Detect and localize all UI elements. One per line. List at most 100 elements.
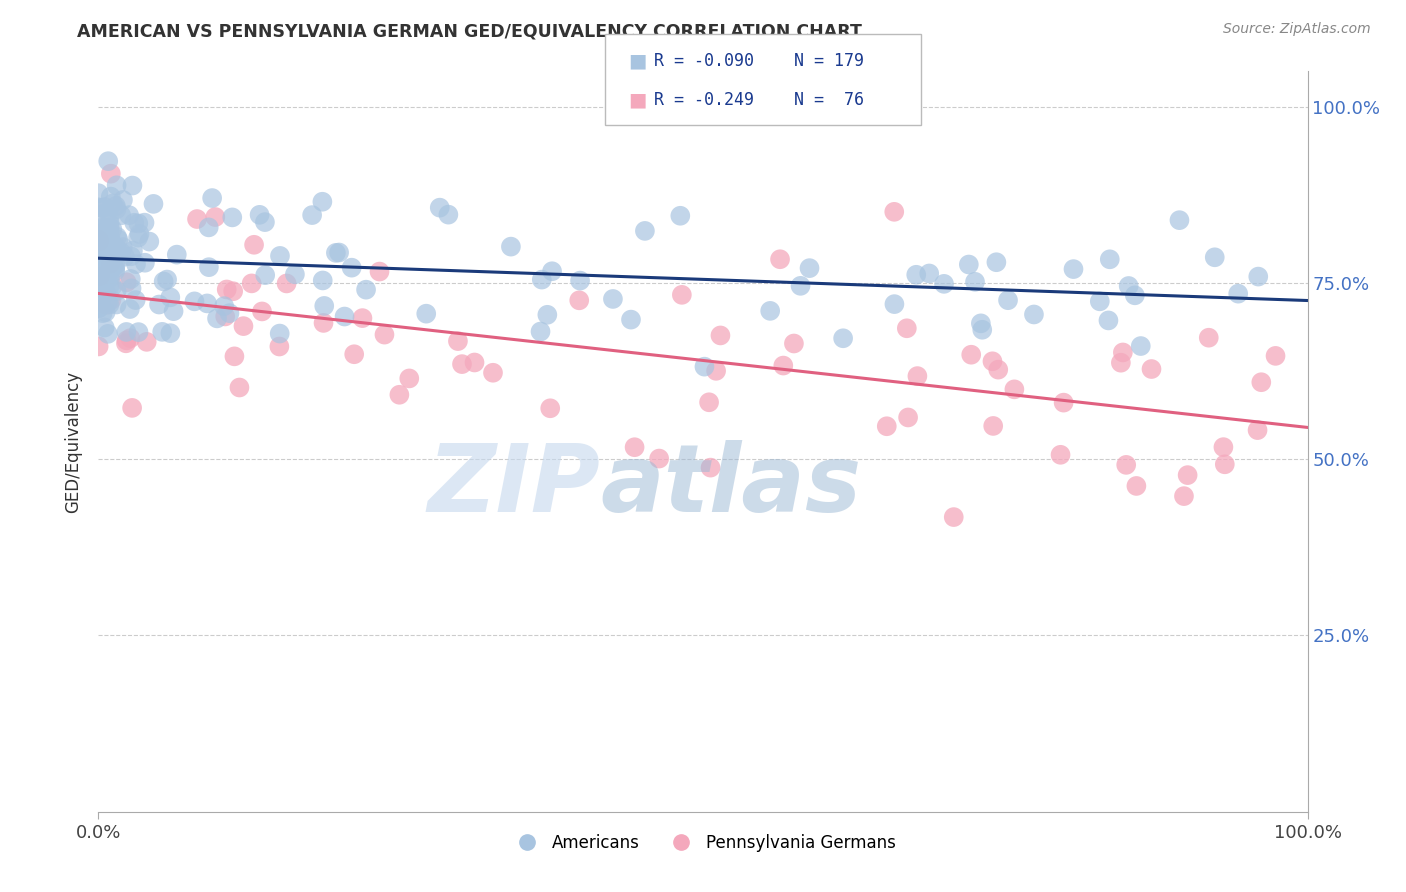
Point <box>120 272 142 286</box>
Point <box>98 297 121 311</box>
Point <box>1246 423 1268 437</box>
Point <box>529 325 551 339</box>
Point <box>568 293 591 308</box>
Point <box>162 304 184 318</box>
Point <box>87 301 110 315</box>
Point <box>87 244 110 259</box>
Point <box>159 326 181 340</box>
Point <box>249 208 271 222</box>
Point <box>101 222 124 236</box>
Point <box>100 246 122 260</box>
Point <box>156 272 179 286</box>
Point <box>447 334 470 348</box>
Point <box>87 241 110 255</box>
Point <box>127 216 149 230</box>
Point <box>388 388 411 402</box>
Text: atlas: atlas <box>600 440 862 532</box>
Point <box>1198 331 1220 345</box>
Point <box>373 327 395 342</box>
Point <box>284 268 307 282</box>
Point <box>107 233 129 247</box>
Point <box>90 240 112 254</box>
Point <box>972 323 994 337</box>
Point <box>115 325 138 339</box>
Point <box>121 178 143 193</box>
Point <box>90 282 112 296</box>
Point <box>98 217 121 231</box>
Point <box>111 240 134 254</box>
Point <box>538 401 561 416</box>
Point <box>759 304 782 318</box>
Point <box>91 258 114 272</box>
Point <box>100 293 122 307</box>
Point <box>1177 468 1199 483</box>
Point <box>87 186 110 201</box>
Point <box>415 307 437 321</box>
Legend: Americans, Pennsylvania Germans: Americans, Pennsylvania Germans <box>503 828 903 859</box>
Point <box>669 209 692 223</box>
Point <box>1115 458 1137 472</box>
Point <box>957 258 980 272</box>
Point <box>121 401 143 415</box>
Point <box>1063 262 1085 277</box>
Point <box>896 321 918 335</box>
Point <box>91 226 114 240</box>
Point <box>89 233 111 247</box>
Point <box>799 261 821 276</box>
Point <box>1022 308 1045 322</box>
Point <box>398 371 420 385</box>
Point <box>905 268 928 282</box>
Point <box>709 328 731 343</box>
Point <box>104 199 127 213</box>
Point <box>100 240 122 254</box>
Point <box>104 264 127 278</box>
Point <box>96 238 118 252</box>
Point <box>499 239 522 253</box>
Text: ZIP: ZIP <box>427 440 600 532</box>
Point <box>301 208 323 222</box>
Point <box>368 264 391 278</box>
Point <box>197 220 219 235</box>
Point <box>1097 313 1119 327</box>
Point <box>100 238 122 252</box>
Point <box>228 380 250 394</box>
Point <box>918 267 941 281</box>
Point <box>89 277 111 291</box>
Point <box>212 299 235 313</box>
Point <box>87 339 110 353</box>
Point <box>120 249 142 263</box>
Point <box>125 257 148 271</box>
Point <box>1129 339 1152 353</box>
Point <box>214 310 236 324</box>
Point <box>100 262 122 277</box>
Point <box>120 331 142 345</box>
Point <box>205 311 228 326</box>
Point <box>91 264 114 278</box>
Point <box>94 273 117 287</box>
Point <box>569 274 592 288</box>
Point <box>541 264 564 278</box>
Point <box>148 297 170 311</box>
Point <box>699 460 721 475</box>
Point <box>1168 213 1191 227</box>
Point <box>97 264 120 278</box>
Text: R = -0.249    N =  76: R = -0.249 N = 76 <box>654 91 863 109</box>
Point <box>90 228 112 243</box>
Point <box>98 271 121 285</box>
Point <box>94 298 117 312</box>
Point <box>98 279 121 293</box>
Point <box>103 259 125 273</box>
Point <box>121 281 143 295</box>
Point <box>981 354 1004 368</box>
Point <box>195 296 218 310</box>
Point <box>87 258 110 272</box>
Point <box>1250 375 1272 389</box>
Point <box>832 331 855 345</box>
Point <box>90 256 112 270</box>
Point <box>114 250 136 264</box>
Point <box>183 294 205 309</box>
Point <box>986 255 1008 269</box>
Point <box>97 326 120 341</box>
Point <box>1123 288 1146 302</box>
Point <box>312 273 335 287</box>
